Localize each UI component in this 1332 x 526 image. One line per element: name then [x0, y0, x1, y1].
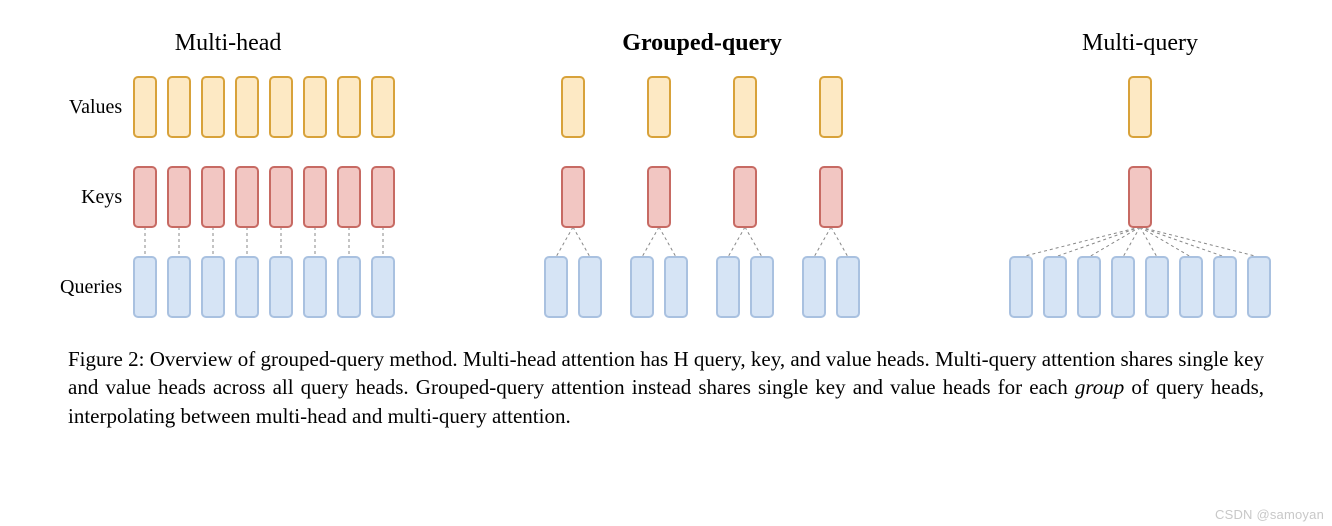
diagram-multi-query	[1008, 75, 1272, 319]
row-label-values: Values	[69, 77, 122, 137]
panel-title-multi-head: Multi-head	[175, 30, 282, 57]
panel-title-multi-query: Multi-query	[1082, 30, 1198, 57]
panel-body-multi-query	[1008, 75, 1272, 319]
panel-body-multi-head: Values Keys Queries	[60, 75, 396, 319]
row-label-keys: Keys	[81, 167, 122, 227]
diagram-multi-head	[132, 75, 396, 319]
figure-caption: Figure 2: Overview of grouped-query meth…	[60, 345, 1272, 430]
panel-title-grouped-query: Grouped-query	[622, 30, 782, 57]
panel-multi-query: Multi-query	[1008, 30, 1272, 319]
diagram-grouped-query	[543, 75, 861, 319]
panel-multi-head: Multi-head Values Keys Queries	[60, 30, 396, 319]
row-labels: Values Keys Queries	[60, 77, 122, 317]
diagram-svg-multi-head	[132, 75, 396, 319]
watermark-text: CSDN @samoyan	[1215, 507, 1324, 522]
diagram-svg-grouped-query	[543, 75, 861, 319]
figure-container: Multi-head Values Keys Queries Grouped-query…	[0, 0, 1332, 440]
panel-grouped-query: Grouped-query	[543, 30, 861, 319]
panels-row: Multi-head Values Keys Queries Grouped-query…	[60, 30, 1272, 319]
panel-body-grouped-query	[543, 75, 861, 319]
row-label-queries: Queries	[60, 257, 122, 317]
diagram-svg-multi-query	[1008, 75, 1272, 319]
